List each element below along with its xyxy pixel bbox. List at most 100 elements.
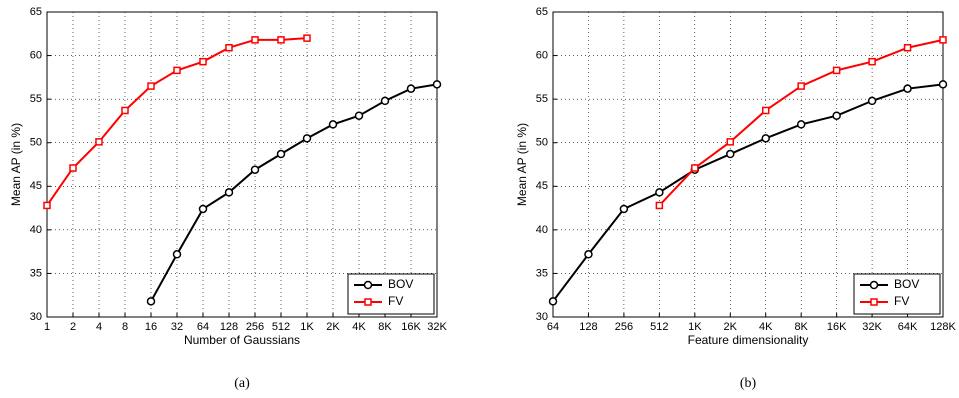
x-axis-label: Feature dimensionality: [688, 333, 809, 347]
marker: [354, 111, 364, 120]
x-tick-label: 32K: [862, 321, 882, 333]
line: [552, 83, 944, 302]
chart: 30 35 40 45 50 55 60 65 1 2 4 8 16 32 64 128 256 512 1K 2K 4…: [9, 6, 447, 391]
y-tick-label: 30: [536, 311, 548, 323]
x-tick-label: 8K: [378, 321, 392, 333]
y-axis-label: Mean AP (in %): [9, 123, 23, 206]
y-tick-label: 30: [30, 311, 42, 323]
marker: [380, 96, 390, 106]
legend-marker: [869, 280, 879, 290]
x-tick-label: 256: [246, 321, 264, 333]
marker: [832, 66, 841, 75]
y-tick-label: 60: [30, 49, 42, 61]
marker: [146, 297, 156, 306]
marker: [95, 138, 103, 146]
x-tick-label: 2: [70, 321, 76, 333]
plot-area: [47, 12, 437, 317]
legend-label: BOV: [388, 277, 413, 291]
x-tick-label: 2K: [724, 321, 738, 333]
x-tick-label: 64: [197, 321, 209, 333]
line: [150, 83, 438, 302]
x-tick-label: 16: [145, 321, 157, 333]
x-tick-label: 512: [650, 321, 668, 333]
marker: [250, 165, 260, 174]
marker: [147, 82, 155, 90]
marker: [199, 57, 207, 66]
x-tick-label: 64: [547, 321, 559, 333]
marker: [225, 43, 233, 52]
marker: [797, 82, 805, 90]
marker: [655, 188, 664, 197]
y-tick-label: 40: [30, 224, 42, 236]
marker: [938, 80, 948, 89]
marker: [198, 204, 208, 214]
x-tick-label: 1K: [688, 321, 702, 333]
x-tick-label: 128: [220, 321, 238, 333]
x-tick-label: 32: [171, 321, 183, 333]
y-tick-label: 35: [30, 267, 42, 279]
marker: [832, 111, 841, 120]
x-tick-label: 16K: [401, 321, 421, 333]
marker: [619, 204, 629, 214]
caption: (a): [234, 376, 250, 391]
legend-label: FV: [388, 294, 403, 308]
y-tick-label: 40: [536, 224, 548, 236]
x-tick-label: 2K: [326, 321, 340, 333]
x-tick-label: 8: [122, 321, 128, 333]
x-tick-label: 1: [44, 321, 50, 333]
marker: [796, 120, 806, 129]
x-tick-label: 16K: [827, 321, 847, 333]
legend-label: FV: [894, 294, 909, 308]
marker: [276, 149, 286, 159]
x-tick-label: 1K: [300, 321, 314, 333]
legend-box: [347, 273, 435, 315]
legend-marker: [870, 298, 878, 306]
x-tick-label: 128: [579, 321, 597, 333]
x-tick-label: 4K: [352, 321, 366, 333]
y-axis-label: Mean AP (in %): [515, 123, 529, 206]
axes-box: [46, 11, 438, 318]
marker: [432, 80, 442, 89]
marker: [277, 36, 285, 44]
marker: [867, 96, 877, 106]
marker: [548, 297, 558, 306]
marker: [903, 43, 912, 52]
y-tick-label: 65: [536, 6, 548, 18]
x-tick-label: 64K: [898, 321, 918, 333]
x-tick-label: 128K: [930, 321, 956, 333]
marker: [939, 36, 947, 44]
marker: [726, 149, 735, 159]
y-tick-label: 45: [536, 180, 548, 192]
marker: [303, 34, 311, 42]
marker: [761, 106, 770, 115]
legend-marker: [364, 298, 372, 306]
marker: [691, 164, 699, 172]
marker: [121, 106, 129, 115]
marker: [251, 36, 259, 44]
chart: 30 35 40 45 50 55 60 65 64 128 256 512 1K 2K 4K 8K 16K 32…: [515, 6, 956, 391]
legend-box: [853, 273, 941, 315]
marker: [43, 201, 51, 210]
caption: (b): [740, 376, 757, 391]
x-tick-label: 8K: [794, 321, 808, 333]
y-tick-label: 55: [536, 93, 548, 105]
y-tick-label: 35: [536, 267, 548, 279]
y-tick-label: 45: [30, 180, 42, 192]
marker: [302, 134, 312, 143]
marker: [868, 57, 876, 66]
marker: [224, 188, 234, 197]
y-tick-label: 50: [30, 137, 42, 149]
plot-area: [553, 12, 943, 317]
x-tick-label: 4K: [759, 321, 773, 333]
marker: [172, 250, 182, 259]
x-tick-label: 4: [96, 321, 102, 333]
x-tick-label: 512: [272, 321, 290, 333]
legend-marker: [363, 280, 373, 290]
y-tick-label: 55: [30, 93, 42, 105]
y-tick-label: 65: [30, 6, 42, 18]
marker: [761, 134, 770, 143]
marker: [584, 250, 593, 259]
marker: [903, 84, 912, 93]
